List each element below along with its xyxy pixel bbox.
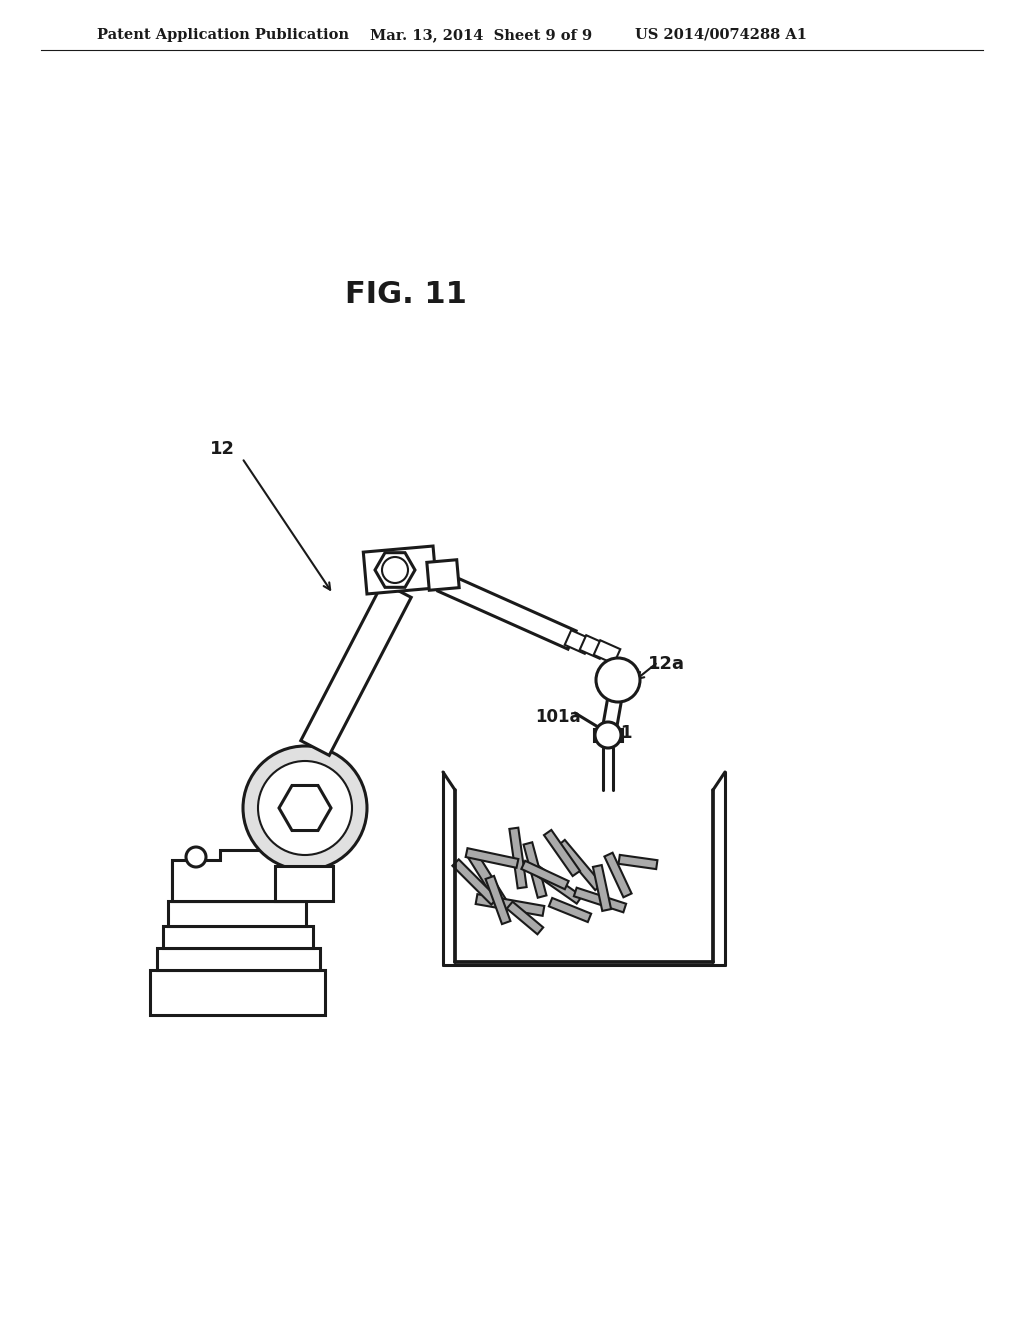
Polygon shape xyxy=(375,553,415,587)
Polygon shape xyxy=(593,865,611,911)
Polygon shape xyxy=(466,849,518,867)
Polygon shape xyxy=(573,887,626,912)
Polygon shape xyxy=(476,894,545,916)
Circle shape xyxy=(243,746,367,870)
Polygon shape xyxy=(507,902,543,935)
Polygon shape xyxy=(601,678,625,735)
Circle shape xyxy=(382,557,408,583)
Polygon shape xyxy=(509,828,526,888)
Bar xyxy=(275,866,333,902)
Polygon shape xyxy=(485,876,510,924)
Polygon shape xyxy=(564,630,591,653)
Polygon shape xyxy=(604,853,632,898)
Circle shape xyxy=(596,657,640,702)
Bar xyxy=(172,863,302,902)
Circle shape xyxy=(595,722,621,748)
Text: Patent Application Publication: Patent Application Publication xyxy=(97,28,349,42)
Polygon shape xyxy=(618,855,657,869)
Polygon shape xyxy=(427,560,459,590)
Text: 101: 101 xyxy=(598,723,633,742)
Polygon shape xyxy=(594,640,621,664)
Polygon shape xyxy=(558,840,602,890)
Polygon shape xyxy=(544,830,580,876)
Polygon shape xyxy=(521,861,568,890)
Circle shape xyxy=(186,847,206,867)
Polygon shape xyxy=(594,729,622,741)
Polygon shape xyxy=(301,582,412,755)
Polygon shape xyxy=(467,851,509,909)
Polygon shape xyxy=(172,850,302,902)
Polygon shape xyxy=(364,546,436,594)
Bar xyxy=(168,902,306,927)
Text: 101a: 101a xyxy=(535,708,581,726)
Text: 12a: 12a xyxy=(648,655,685,673)
Polygon shape xyxy=(580,635,606,659)
Bar xyxy=(150,970,325,1015)
Text: Mar. 13, 2014  Sheet 9 of 9: Mar. 13, 2014 Sheet 9 of 9 xyxy=(370,28,592,42)
Polygon shape xyxy=(535,866,582,904)
Polygon shape xyxy=(523,842,547,898)
Text: FIG. 11: FIG. 11 xyxy=(345,280,467,309)
Polygon shape xyxy=(279,785,331,830)
Polygon shape xyxy=(549,898,591,923)
Bar xyxy=(163,927,313,948)
Text: US 2014/0074288 A1: US 2014/0074288 A1 xyxy=(635,28,807,42)
Text: 12: 12 xyxy=(210,440,234,458)
Polygon shape xyxy=(453,859,498,904)
Polygon shape xyxy=(438,573,577,649)
Circle shape xyxy=(258,762,352,855)
Bar xyxy=(157,948,319,970)
